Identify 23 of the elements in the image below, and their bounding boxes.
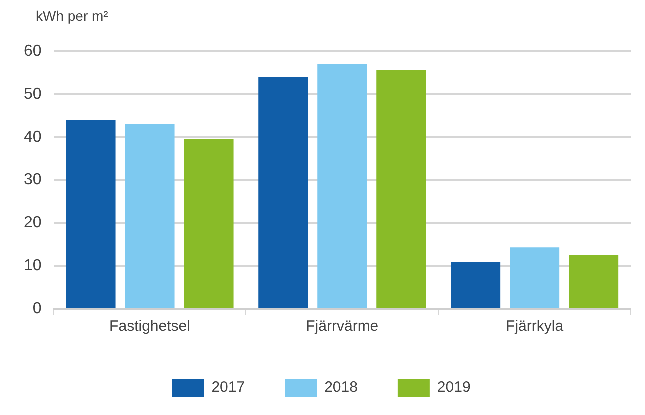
y-tick-label: 30 [24,172,42,189]
y-tick-label: 40 [24,128,42,146]
bar [510,248,560,308]
bar [318,64,368,308]
legend-label: 2019 [437,379,471,396]
y-axis-title: kWh per m² [35,8,110,26]
bar [125,124,175,308]
bar [569,254,619,308]
y-tick-label: 0 [32,300,42,318]
y-tick-label: 20 [24,214,42,232]
bar [66,120,116,308]
y-tick-label: 50 [24,86,42,103]
x-tick-label: Fjärrkyla [506,318,564,336]
bar [184,140,234,308]
y-tick-label: 10 [24,258,42,275]
x-tick-label: Fastighetsel [110,318,190,336]
bar [376,70,426,308]
x-tick-label: Fjärrvärme [306,318,379,336]
legend-label: 2018 [324,379,358,396]
y-tick-label: 60 [24,43,42,60]
legend-label: 2017 [212,379,246,396]
bar [451,262,501,308]
bar [258,77,308,308]
